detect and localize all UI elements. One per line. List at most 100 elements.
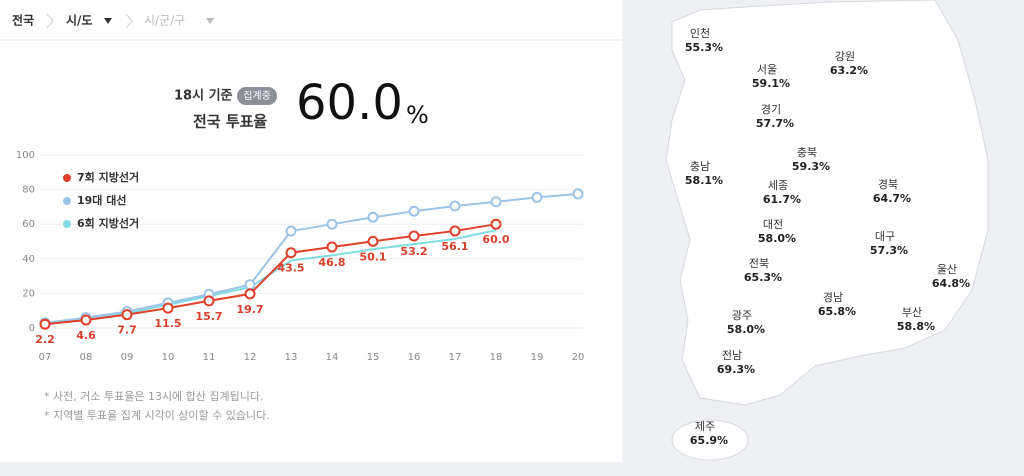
breadcrumb-province[interactable]: 시/도 [66, 14, 92, 28]
region-name: 울산 [937, 263, 957, 276]
point [285, 225, 297, 237]
x-tick-label: 18 [490, 352, 503, 363]
point [449, 200, 461, 212]
x-tick-label: 16 [408, 352, 421, 363]
region-turnout: 65.3% [744, 271, 782, 284]
y-tick-label: 80 [22, 185, 35, 196]
legend-dot [63, 220, 71, 228]
map-jeju [671, 419, 749, 461]
value-label: 43.5 [277, 262, 304, 275]
region-turnout: 65.9% [690, 434, 728, 447]
turnout-value: 60.0 [296, 75, 403, 131]
turnout-label: 전국 투표율 [193, 113, 267, 131]
badge-text: 집계중 [243, 90, 271, 102]
value-label: 11.5 [154, 317, 181, 330]
breadcrumb-city[interactable]: 시/군/구 [144, 14, 185, 28]
chevron [125, 13, 133, 29]
y-tick-label: 20 [22, 288, 35, 299]
region-turnout: 57.3% [870, 244, 908, 257]
region-name: 제주 [695, 420, 715, 433]
y-tick-label: 40 [22, 254, 35, 265]
region-turnout: 69.3% [717, 363, 755, 376]
region-name: 대전 [763, 218, 783, 231]
value-label: 56.1 [441, 240, 468, 253]
value-label: 15.7 [195, 310, 222, 323]
x-tick-label: 07 [39, 352, 52, 363]
x-tick-label: 08 [80, 352, 93, 363]
region-turnout: 59.3% [792, 160, 830, 173]
region-name: 전남 [722, 349, 742, 362]
point [367, 211, 379, 223]
region-name: 대구 [875, 230, 895, 243]
value-label: 60.0 [482, 233, 509, 246]
point [326, 241, 338, 253]
point [367, 235, 379, 247]
point [285, 247, 297, 259]
region-turnout: 58.0% [727, 323, 765, 336]
region-name: 경기 [761, 103, 781, 116]
legend-label: 6회 지방선거 [77, 216, 139, 230]
point [121, 309, 133, 321]
region-turnout: 58.8% [897, 320, 935, 333]
region-turnout: 61.7% [763, 193, 801, 206]
point [326, 218, 338, 230]
dropdown-arrow [104, 18, 112, 24]
x-tick-label: 10 [162, 352, 175, 363]
point [203, 295, 215, 307]
x-tick-label: 12 [244, 352, 257, 363]
series-line [44, 223, 497, 326]
region-turnout: 64.8% [932, 277, 970, 290]
x-tick-label: 13 [285, 352, 298, 363]
value-label: 46.8 [318, 256, 345, 269]
region-turnout: 58.1% [685, 174, 723, 187]
point [490, 218, 502, 230]
y-tick-label: 0 [29, 323, 35, 334]
y-tick-label: 100 [16, 150, 35, 161]
value-label: 50.1 [359, 250, 386, 263]
value-label: 53.2 [400, 245, 427, 258]
map-mainland [665, 0, 989, 406]
left-panel [0, 0, 622, 462]
region-name: 충북 [797, 146, 817, 159]
region-name: 강원 [835, 50, 855, 63]
point [490, 196, 502, 208]
x-tick-label: 14 [326, 352, 339, 363]
y-tick-label: 60 [22, 219, 35, 230]
region-turnout: 58.0% [758, 232, 796, 245]
point [572, 188, 584, 200]
value-label: 4.6 [76, 329, 96, 342]
region-name: 부산 [902, 306, 922, 319]
breadcrumb-nation[interactable]: 전국 [12, 13, 34, 28]
chevron [46, 13, 54, 29]
x-tick-label: 19 [531, 352, 544, 363]
point [449, 225, 461, 237]
time-label: 18시 기준 [174, 89, 233, 104]
region-turnout: 55.3% [685, 41, 723, 54]
x-tick-label: 17 [449, 352, 462, 363]
point [244, 279, 256, 291]
region-name: 충남 [690, 160, 710, 173]
dropdown-arrow [206, 18, 214, 24]
x-tick-label: 20 [572, 352, 585, 363]
note: * 사전, 거소 투표율은 13시에 합산 집계됩니다. [44, 390, 264, 403]
legend-label: 19대 대선 [77, 193, 127, 207]
badge [237, 87, 277, 105]
region-name: 경남 [823, 291, 843, 304]
region-name: 광주 [732, 309, 752, 322]
value-label: 2.2 [35, 333, 55, 346]
series-line [44, 192, 579, 324]
region-turnout: 59.1% [752, 77, 790, 90]
region-turnout: 57.7% [756, 117, 794, 130]
point [244, 288, 256, 300]
value-label: 7.7 [117, 324, 137, 337]
region-name: 경북 [878, 178, 898, 191]
point [408, 230, 420, 242]
point [531, 191, 543, 203]
point [162, 302, 174, 314]
turnout-unit: % [406, 101, 429, 129]
region-turnout: 64.7% [873, 192, 911, 205]
x-tick-label: 11 [203, 352, 216, 363]
region-name: 인천 [690, 26, 710, 40]
x-tick-label: 09 [121, 352, 134, 363]
